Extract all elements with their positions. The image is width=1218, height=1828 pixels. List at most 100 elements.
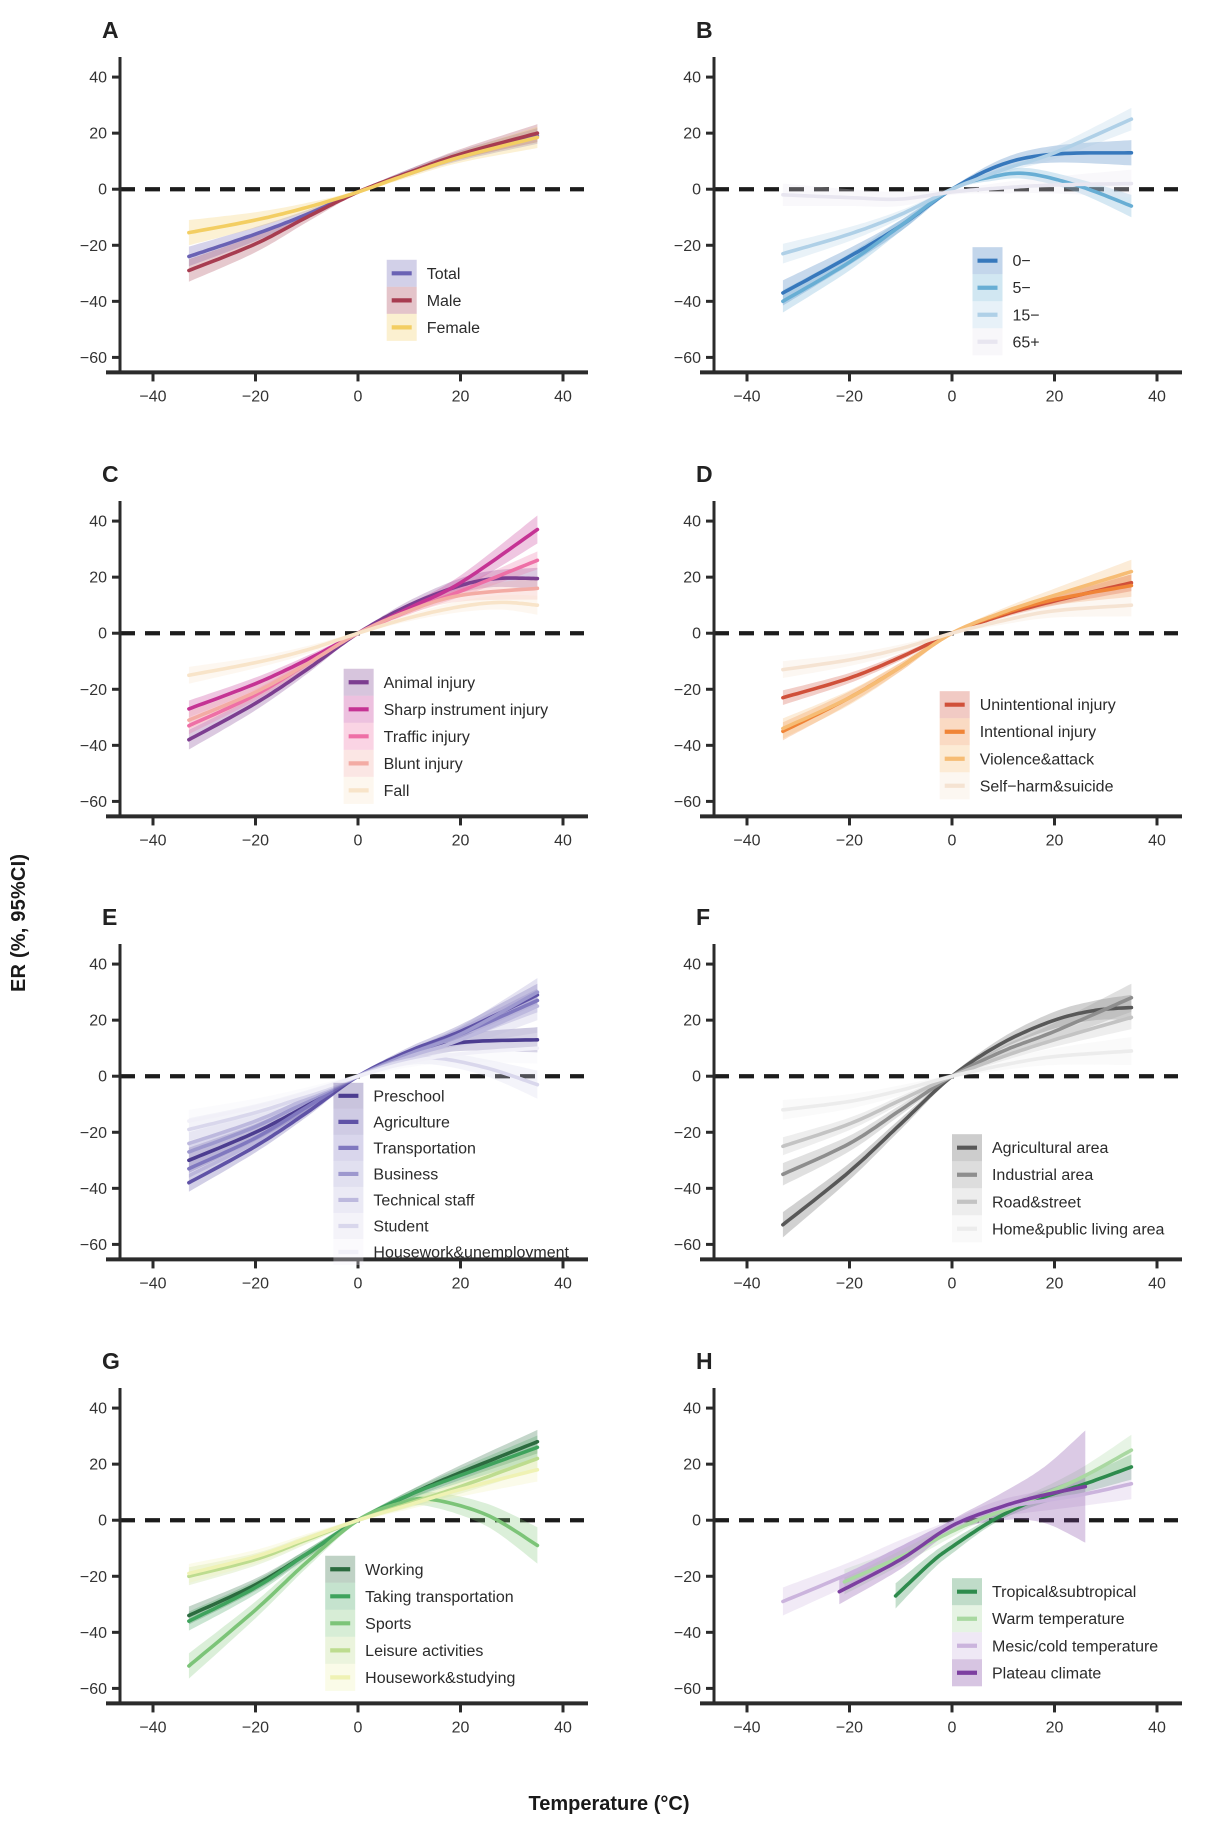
series-line-mesic-cold-temperature <box>781 1481 1134 1603</box>
legend-item-0: 0− <box>972 247 1031 275</box>
legend-item-sharp-instrument-injury: Sharp instrument injury <box>343 695 548 723</box>
panel-label-H: H <box>696 1348 713 1374</box>
y-tick-label: 0 <box>98 1069 107 1086</box>
series-line-plateau-climate <box>837 1484 1088 1593</box>
legend-label: Housework&unemployment <box>373 1245 569 1262</box>
panel-E: E 40 20 0 −20 −40 −60 −40 −20 0 20 40 Preschool Agric… <box>28 889 622 1333</box>
legend-item-industrial-area: Industrial area <box>952 1161 1093 1189</box>
x-tick-label: 20 <box>452 832 470 849</box>
legend: 0− 5− 15− 65+ <box>972 247 1040 356</box>
legend-item-unintentional-injury: Unintentional injury <box>939 690 1116 718</box>
panel-label-G: G <box>102 1348 120 1374</box>
x-tick-label: 40 <box>1148 1719 1166 1736</box>
legend-label: 65+ <box>1013 334 1040 351</box>
legend-label: Transportation <box>373 1140 476 1157</box>
series-band-taking-transportation <box>188 1435 538 1631</box>
series-line-warm-temperature <box>842 1447 1134 1584</box>
x-tick-label: 40 <box>554 388 572 405</box>
legend-item-total: Total <box>386 259 460 287</box>
legend-label: Housework&studying <box>365 1669 515 1686</box>
legend: Agricultural area Industrial area Road&str… <box>952 1134 1165 1243</box>
panel-F: F 40 20 0 −20 −40 −60 −40 −20 0 20 40 Agricultural a… <box>622 889 1216 1333</box>
y-tick-label: 0 <box>98 1512 107 1529</box>
series-band-mesic-cold-temperature <box>782 1467 1132 1616</box>
y-tick-label: −60 <box>80 350 107 367</box>
legend-item-5: 5− <box>972 274 1031 302</box>
legend-label: Business <box>373 1166 438 1183</box>
y-tick-label: 40 <box>683 1400 701 1417</box>
y-tick-label: 0 <box>692 182 701 199</box>
legend-item-65: 65+ <box>972 328 1040 356</box>
legend-label: Working <box>365 1561 423 1578</box>
legend-item-female: Female <box>386 313 480 341</box>
legend-label: Sports <box>365 1615 411 1632</box>
series-line-65 <box>781 181 1134 202</box>
series-line-sports <box>187 1496 540 1668</box>
series-line-fall <box>187 600 540 677</box>
y-tick-label: −60 <box>80 1680 107 1697</box>
series-band-animal-injury <box>188 567 538 750</box>
panel-grid: A 40 20 0 −20 −40 −60 −40 −20 0 20 40 Total Male Femal… <box>28 2 1216 1776</box>
y-tick-label: −20 <box>80 681 107 698</box>
legend-label: 0− <box>1013 253 1031 270</box>
x-tick-label: −20 <box>836 832 863 849</box>
y-tick-label: 40 <box>683 957 701 974</box>
x-tick-label: −20 <box>836 1275 863 1292</box>
x-tick-label: −40 <box>733 832 760 849</box>
x-tick-label: 0 <box>354 1719 363 1736</box>
panel-A: A 40 20 0 −20 −40 −60 −40 −20 0 20 40 Total Male Femal… <box>28 2 622 446</box>
y-tick-label: −20 <box>674 681 701 698</box>
legend-item-leisure-activities: Leisure activities <box>325 1636 483 1664</box>
x-tick-label: 0 <box>948 832 957 849</box>
y-tick-label: −20 <box>674 1125 701 1142</box>
y-tick-label: 0 <box>692 625 701 642</box>
panel-D: D 40 20 0 −20 −40 −60 −40 −20 0 20 40 Unintentional … <box>622 446 1216 890</box>
legend-label: Self−harm&suicide <box>980 778 1114 795</box>
y-tick-label: −60 <box>674 793 701 810</box>
y-tick-label: 20 <box>683 1013 701 1030</box>
legend-label: Warm temperature <box>992 1611 1125 1628</box>
y-tick-label: 20 <box>683 1456 701 1473</box>
legend-item-road-street: Road&street <box>952 1188 1081 1216</box>
x-tick-label: −20 <box>242 832 269 849</box>
y-tick-label: −20 <box>80 1568 107 1585</box>
legend-item-housework-unemployment: Housework&unemployment <box>333 1238 569 1266</box>
legend-item-student: Student <box>333 1212 429 1239</box>
series-band-tropical-subtropical <box>895 1453 1132 1609</box>
x-tick-label: −40 <box>733 388 760 405</box>
legend-item-self-harm-suicide: Self−harm&suicide <box>939 771 1114 799</box>
panel-label-A: A <box>102 17 119 43</box>
legend: Tropical&subtropical Warm temperature Mesi… <box>952 1577 1158 1686</box>
legend-label: Mesic/cold temperature <box>992 1638 1158 1655</box>
legend-label: Traffic injury <box>384 728 470 745</box>
y-tick-label: −40 <box>80 1624 107 1641</box>
y-tick-label: 40 <box>683 513 701 530</box>
legend-item-blunt-injury: Blunt injury <box>343 749 463 777</box>
legend-item-taking-transportation: Taking transportation <box>325 1582 514 1610</box>
x-tick-label: 40 <box>1148 388 1166 405</box>
x-tick-label: −20 <box>836 1719 863 1736</box>
legend-item-transportation: Transportation <box>333 1134 476 1161</box>
legend-item-male: Male <box>386 286 461 314</box>
panel-B: B 40 20 0 −20 −40 −60 −40 −20 0 20 40 0− 5− 15− 65+ <box>622 2 1216 446</box>
legend-label: Student <box>373 1218 429 1235</box>
legend-item-plateau-climate: Plateau climate <box>952 1658 1101 1686</box>
y-tick-label: 0 <box>98 182 107 199</box>
x-tick-label: −40 <box>733 1275 760 1292</box>
y-tick-label: 40 <box>89 957 107 974</box>
y-tick-label: 20 <box>89 569 107 586</box>
series-line-home-public-living-area <box>781 1049 1134 1112</box>
x-tick-label: 20 <box>1046 1275 1064 1292</box>
panel-C: C 40 20 0 −20 −40 −60 −40 −20 0 20 40 Animal injury S… <box>28 446 622 890</box>
legend-label: Fall <box>384 782 410 799</box>
y-tick-label: 40 <box>89 1400 107 1417</box>
legend-label: Unintentional injury <box>980 697 1116 714</box>
series-line-agricultural-area <box>781 1005 1134 1227</box>
legend-item-technical-staff: Technical staff <box>333 1186 475 1213</box>
legend-label: Leisure activities <box>365 1642 483 1659</box>
legend-label: Taking transportation <box>365 1588 513 1605</box>
series-band-agricultural-area <box>782 994 1132 1238</box>
y-tick-label: −60 <box>80 1237 107 1254</box>
x-tick-label: 0 <box>948 1719 957 1736</box>
